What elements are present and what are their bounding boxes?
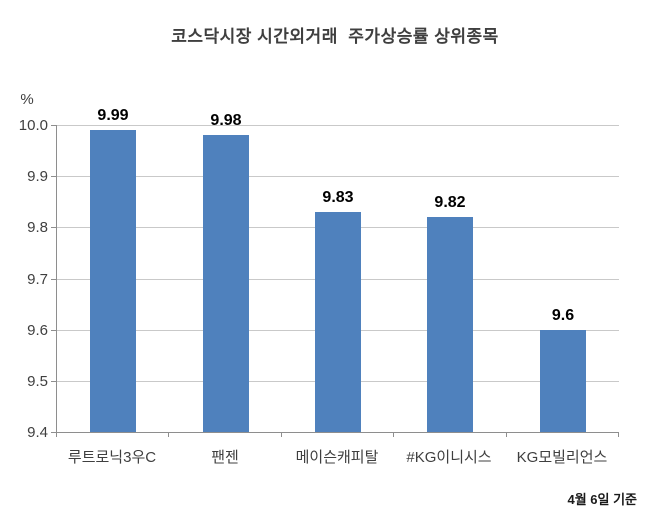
y-axis-tick — [51, 227, 56, 229]
gridline — [57, 125, 619, 126]
bar-value-label: 9.98 — [210, 112, 242, 129]
x-axis-tick — [56, 432, 57, 437]
x-axis-tick — [506, 432, 507, 437]
y-axis-tick — [51, 278, 56, 280]
y-axis-tick — [51, 125, 56, 126]
bar-value-label: 9.83 — [322, 189, 354, 206]
y-axis-tick-label: 9.8 — [27, 219, 48, 237]
bar-1 — [90, 130, 136, 432]
bar-value-label: 9.82 — [434, 194, 466, 211]
x-axis-category-label: 루트로닉3우C — [67, 449, 157, 466]
y-axis-tick — [51, 432, 56, 433]
y-axis-tick — [51, 329, 56, 331]
y-axis-tick-label: 10.0 — [18, 117, 48, 134]
bar-2 — [203, 135, 249, 432]
gridline — [57, 176, 619, 178]
y-axis-tick-label: 9.5 — [27, 372, 48, 390]
plot-area: 9.99 9.98 9.83 9.82 9.6 — [56, 107, 619, 433]
y-axis-tick-label: 9.9 — [27, 168, 48, 186]
bar-5 — [540, 330, 586, 432]
y-axis-tick — [51, 176, 56, 178]
x-axis-category-label: 팬젠 — [211, 449, 239, 466]
x-axis-tick — [393, 432, 394, 437]
y-axis-tick — [51, 380, 56, 382]
bar-value-label: 9.99 — [97, 107, 129, 124]
bar-value-label: 9.6 — [551, 307, 575, 324]
x-axis-tick — [618, 432, 619, 437]
y-axis-tick-label: 9.6 — [27, 321, 48, 339]
x-axis-category-label: 메이슨캐피탈 — [295, 449, 379, 466]
y-axis-unit-label: % — [20, 91, 34, 108]
x-axis-category-label: #KG이니시스 — [406, 449, 492, 466]
y-axis-tick-label: 9.4 — [27, 424, 48, 441]
x-axis-category-label: KG모빌리언스 — [516, 449, 608, 466]
chart-footnote: 4월 6일 기준 — [567, 492, 637, 507]
bar-4 — [427, 217, 473, 432]
x-axis-tick — [281, 432, 282, 437]
x-axis-tick — [168, 432, 169, 437]
chart-title: 코스닥시장 시간외거래 주가상승률 상위종목 — [171, 27, 499, 46]
bar-3 — [315, 212, 361, 432]
y-axis-tick-label: 9.7 — [27, 270, 48, 288]
